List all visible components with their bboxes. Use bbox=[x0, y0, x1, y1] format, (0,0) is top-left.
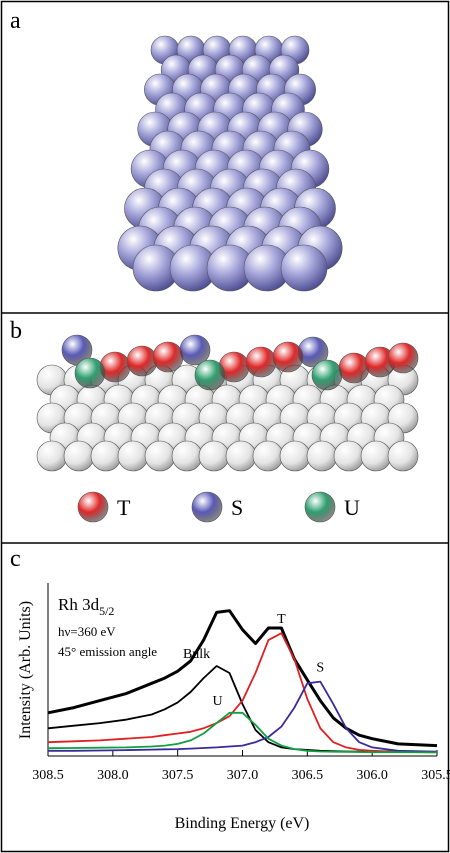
annotation: hν=360 eV bbox=[58, 624, 116, 639]
peak-label: Bulk bbox=[183, 647, 210, 662]
atom bbox=[246, 347, 276, 377]
x-tick-label: 308.5 bbox=[32, 768, 64, 783]
title-subscript: 5/2 bbox=[99, 604, 114, 618]
atom bbox=[253, 441, 283, 471]
atom bbox=[199, 441, 229, 471]
atom bbox=[334, 441, 364, 471]
surface-model bbox=[118, 36, 342, 291]
legend-label: S bbox=[231, 495, 243, 520]
atom bbox=[145, 441, 175, 471]
x-tick-label: 307.0 bbox=[227, 768, 259, 783]
atom bbox=[75, 358, 105, 388]
atom bbox=[64, 441, 94, 471]
panel-label: c bbox=[10, 546, 21, 572]
peak-label: U bbox=[212, 694, 222, 709]
atom bbox=[195, 360, 225, 390]
atom bbox=[388, 441, 418, 471]
chart-title: Rh 3d5/2 bbox=[58, 595, 114, 618]
x-tick-label: 307.5 bbox=[162, 768, 194, 783]
peak-label: S bbox=[316, 661, 324, 676]
panel-label: b bbox=[10, 318, 22, 344]
atom bbox=[192, 492, 222, 522]
figure: a b c T S U Rh 3d5/2 hν=360 eV 45° emissio… bbox=[0, 0, 450, 853]
atom bbox=[172, 441, 202, 471]
atom bbox=[78, 492, 108, 522]
peak-label: T bbox=[277, 612, 286, 627]
annotation: 45° emission angle bbox=[58, 644, 157, 659]
atom bbox=[388, 343, 418, 373]
x-tick-label: 305.5 bbox=[421, 768, 450, 783]
atom bbox=[153, 342, 183, 372]
x-tick-label: 306.0 bbox=[356, 768, 388, 783]
atom bbox=[118, 441, 148, 471]
spectrum-chart: Rh 3d5/2 hν=360 eV 45° emission angle Bi… bbox=[17, 583, 450, 832]
atom bbox=[226, 441, 256, 471]
x-tick-label: 306.5 bbox=[292, 768, 324, 783]
atom bbox=[339, 353, 369, 383]
x-axis-label: Binding Energy (eV) bbox=[175, 815, 310, 832]
atom bbox=[312, 360, 342, 390]
atom bbox=[305, 492, 335, 522]
atom bbox=[307, 441, 337, 471]
atom bbox=[273, 342, 303, 372]
legend-label: U bbox=[344, 495, 360, 520]
y-axis-label: Intensity (Arb. Units) bbox=[17, 601, 34, 739]
atom bbox=[91, 441, 121, 471]
atom bbox=[361, 441, 391, 471]
x-tick-label: 308.0 bbox=[97, 768, 129, 783]
atom bbox=[37, 441, 67, 471]
panel-label: a bbox=[10, 8, 21, 34]
atom bbox=[280, 441, 310, 471]
atom bbox=[127, 346, 157, 376]
title-text: Rh 3d bbox=[58, 595, 100, 614]
legend-label: T bbox=[117, 495, 131, 520]
atom bbox=[281, 245, 327, 291]
